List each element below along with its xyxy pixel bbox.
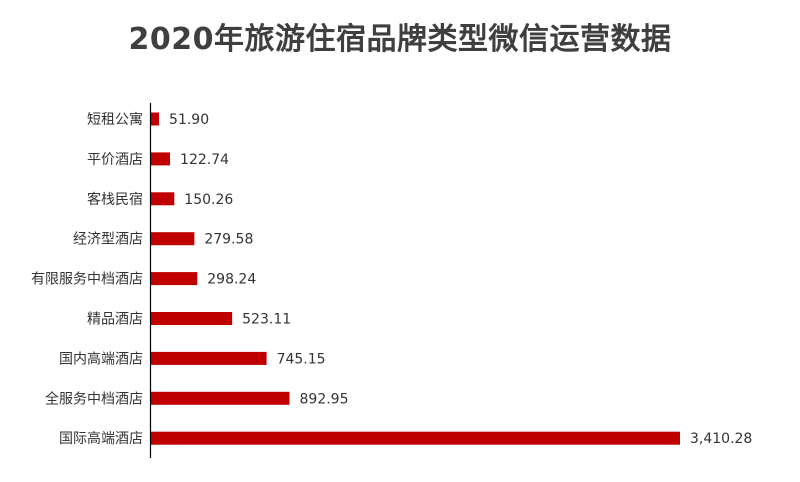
category-label: 平价酒店	[87, 152, 143, 168]
category-label: 经济型酒店	[73, 232, 143, 248]
value-label: 279.58	[204, 232, 253, 248]
category-label: 全服务中档酒店	[45, 390, 143, 407]
bar	[151, 391, 290, 405]
value-label: 150.26	[184, 192, 233, 208]
value-label: 892.95	[300, 391, 349, 407]
value-label: 745.15	[277, 351, 326, 367]
category-label: 国内高端酒店	[59, 350, 143, 367]
category-label: 精品酒店	[87, 312, 143, 328]
bar	[151, 152, 171, 166]
bar	[151, 192, 175, 206]
bar	[151, 351, 267, 365]
value-label: 51.90	[169, 112, 209, 128]
bar	[151, 272, 198, 286]
bar	[151, 431, 680, 445]
value-label: 523.11	[242, 312, 291, 328]
category-label: 短租公寓	[87, 111, 143, 128]
value-label: 298.24	[207, 272, 256, 288]
bar	[151, 112, 160, 126]
value-label: 3,410.28	[690, 431, 752, 447]
bar	[151, 312, 233, 325]
category-label: 国际高端酒店	[59, 430, 143, 447]
category-label: 有限服务中档酒店	[31, 272, 143, 288]
bar	[151, 232, 195, 246]
value-label: 122.74	[180, 152, 229, 168]
category-label: 客栈民宿	[87, 191, 143, 208]
chart-title: 2020年旅游住宿品牌类型微信运营数据	[128, 22, 672, 57]
